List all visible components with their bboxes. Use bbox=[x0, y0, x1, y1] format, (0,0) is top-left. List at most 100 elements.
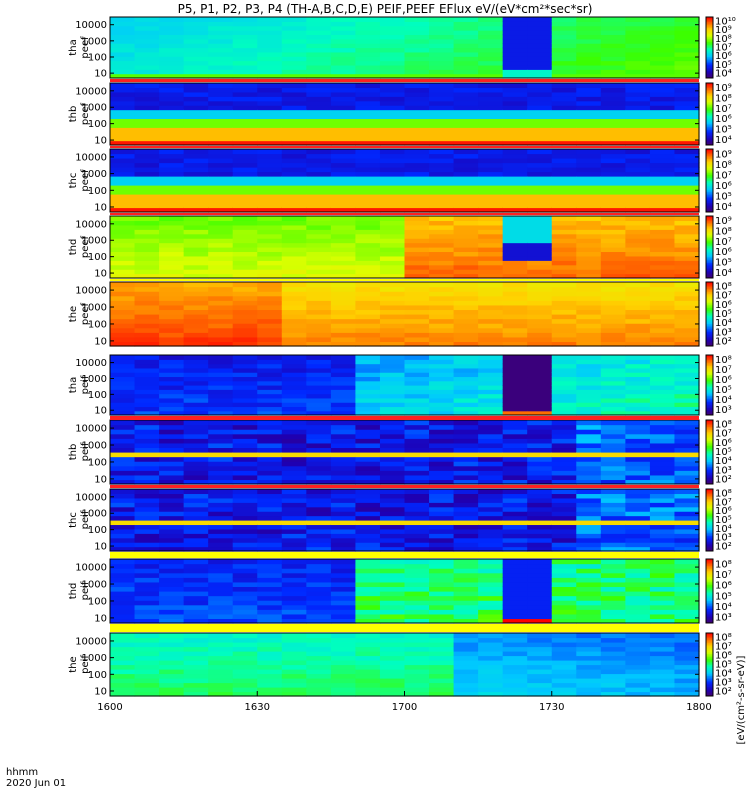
colorbar-tick-label: 10¹⁰ bbox=[715, 16, 736, 27]
spectrogram-cell bbox=[649, 327, 676, 333]
spectrogram-cell bbox=[404, 660, 430, 666]
spectrogram-cell bbox=[134, 332, 160, 338]
spectrogram-cell bbox=[232, 470, 258, 476]
spectrogram-cell bbox=[576, 363, 602, 369]
spectrogram-cell bbox=[306, 528, 332, 534]
spectrogram-cell bbox=[625, 25, 651, 31]
colorbar-segment bbox=[706, 583, 713, 586]
spectrogram-cell bbox=[110, 489, 136, 495]
spectrogram-cell bbox=[306, 185, 332, 191]
spectrogram-cell bbox=[600, 563, 626, 569]
spectrogram-cell bbox=[232, 91, 258, 97]
spectrogram-cell bbox=[478, 194, 504, 200]
spectrogram-cell bbox=[110, 429, 136, 435]
colorbar-segment bbox=[706, 432, 713, 435]
spectrogram-cell bbox=[649, 83, 676, 89]
spectrogram-cell bbox=[281, 149, 307, 155]
spectrogram-cell bbox=[429, 216, 455, 222]
spectrogram-cell bbox=[453, 385, 479, 390]
spectrogram-cell bbox=[355, 359, 381, 365]
spectrogram-cell bbox=[453, 520, 479, 526]
spectrogram-cell bbox=[404, 474, 430, 481]
spectrogram-cell bbox=[429, 479, 455, 485]
spectrogram-cell bbox=[379, 43, 406, 49]
spectrogram-cell bbox=[625, 273, 651, 279]
spectrogram-cell bbox=[453, 176, 479, 182]
spectrogram-cell bbox=[674, 185, 700, 191]
spectrogram-cell bbox=[551, 461, 577, 467]
spectrogram-cell bbox=[183, 47, 209, 53]
spectrogram-cell bbox=[232, 34, 258, 40]
spectrogram-cell bbox=[429, 613, 455, 620]
colorbar-segment bbox=[706, 153, 713, 156]
spectrogram-cell bbox=[527, 203, 553, 209]
spectrogram-cell bbox=[257, 100, 283, 106]
spectrogram-cell bbox=[576, 105, 602, 111]
spectrogram-cell bbox=[110, 304, 136, 311]
spectrogram-cell bbox=[478, 502, 504, 508]
spectrogram-cell bbox=[232, 73, 258, 79]
spectrogram-cell bbox=[110, 497, 136, 503]
spectrogram-cell bbox=[281, 502, 307, 508]
spectrogram-cell bbox=[478, 118, 504, 124]
spectrogram-cell bbox=[110, 332, 136, 338]
spectrogram-cell bbox=[576, 30, 602, 36]
spectrogram-cell bbox=[183, 233, 209, 239]
spectrogram-cell bbox=[379, 282, 406, 288]
spectrogram-cell bbox=[502, 595, 528, 601]
colorbar-segment bbox=[706, 334, 713, 337]
spectrogram-cell bbox=[183, 595, 209, 601]
spectrogram-cell bbox=[232, 83, 258, 89]
colorbar-segment bbox=[706, 597, 713, 600]
spectrogram-cell bbox=[625, 493, 651, 499]
spectrogram-cell bbox=[625, 520, 651, 526]
spectrogram-cell bbox=[330, 506, 357, 512]
spectrogram-cell bbox=[257, 282, 283, 288]
spectrogram-cell bbox=[257, 73, 283, 79]
spectrogram-cell bbox=[649, 691, 676, 697]
spectrogram-cell bbox=[379, 410, 406, 416]
spectrogram-cell bbox=[257, 479, 283, 485]
spectrogram-cell bbox=[404, 162, 430, 168]
spectrogram-cell bbox=[453, 609, 479, 615]
spectrogram-cell bbox=[379, 424, 406, 430]
spectrogram-cell bbox=[134, 537, 160, 543]
spectrogram-cell bbox=[453, 447, 479, 453]
spectrogram-cell bbox=[257, 149, 283, 155]
spectrogram-cell bbox=[527, 542, 553, 548]
spectrogram-cell bbox=[674, 255, 700, 261]
spectrogram-cell bbox=[478, 447, 504, 453]
spectrogram-cell bbox=[355, 17, 381, 22]
spectrogram-cell bbox=[232, 238, 258, 244]
spectrogram-cell bbox=[576, 318, 602, 324]
spectrogram-cell bbox=[478, 60, 504, 66]
spectrogram-cell bbox=[183, 269, 209, 275]
spectrogram-cell bbox=[355, 220, 381, 226]
spectrogram-cell bbox=[134, 194, 160, 200]
spectrogram-cell bbox=[330, 105, 357, 111]
spectrogram-cell bbox=[674, 269, 700, 275]
spectrogram-cell bbox=[257, 524, 283, 530]
spectrogram-cell bbox=[674, 572, 700, 578]
spectrogram-cell bbox=[429, 524, 455, 530]
colorbar-segment bbox=[706, 296, 713, 299]
spectrogram-cell bbox=[306, 216, 332, 222]
spectrogram-cell bbox=[183, 255, 209, 261]
spectrogram-cell bbox=[183, 376, 209, 382]
spectrogram-cell bbox=[379, 56, 406, 62]
spectrogram-cell bbox=[502, 651, 528, 657]
spectrogram-cell bbox=[404, 216, 430, 222]
spectrogram-cell bbox=[330, 56, 357, 62]
spectrogram-cell bbox=[306, 493, 332, 499]
spectrogram-cell bbox=[379, 376, 406, 382]
spectrogram-cell bbox=[478, 216, 504, 222]
spectrogram-cell bbox=[453, 300, 479, 306]
spectrogram-cell bbox=[257, 533, 283, 539]
spectrogram-cell bbox=[478, 380, 504, 386]
spectrogram-cell bbox=[649, 618, 676, 624]
spectrogram-cell bbox=[257, 96, 283, 102]
spectrogram-cell bbox=[330, 609, 357, 615]
spectrogram-cell bbox=[404, 433, 430, 439]
spectrogram-cell bbox=[576, 149, 602, 155]
